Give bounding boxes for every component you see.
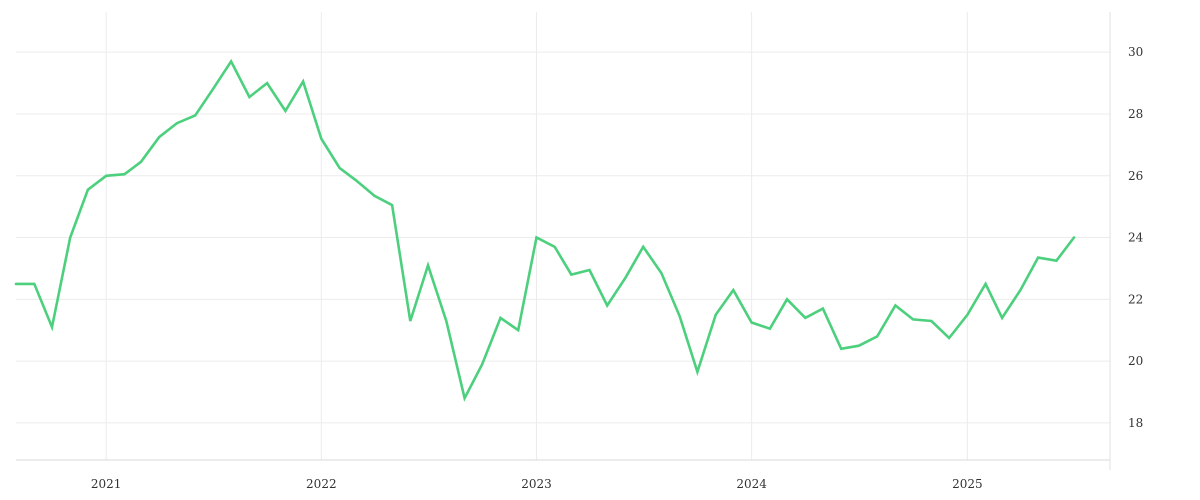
y-tick-label: 20 [1128,354,1143,368]
series-layer [14,58,1076,402]
x-tick-label: 2024 [736,477,767,491]
y-tick-label: 18 [1128,416,1143,430]
y-tick-label: 26 [1128,169,1143,183]
y-tick-label: 30 [1128,45,1143,59]
x-tick-label: 2022 [306,477,337,491]
y-tick-label: 22 [1128,292,1143,306]
grid [16,12,1110,460]
x-tick-label: 2021 [91,477,122,491]
x-tick-label: 2025 [952,477,983,491]
y-tick-label: 28 [1128,107,1143,121]
y-tick-label: 24 [1128,231,1144,245]
series-line [14,58,1076,402]
axes [16,12,1111,470]
x-tick-label: 2023 [521,477,552,491]
